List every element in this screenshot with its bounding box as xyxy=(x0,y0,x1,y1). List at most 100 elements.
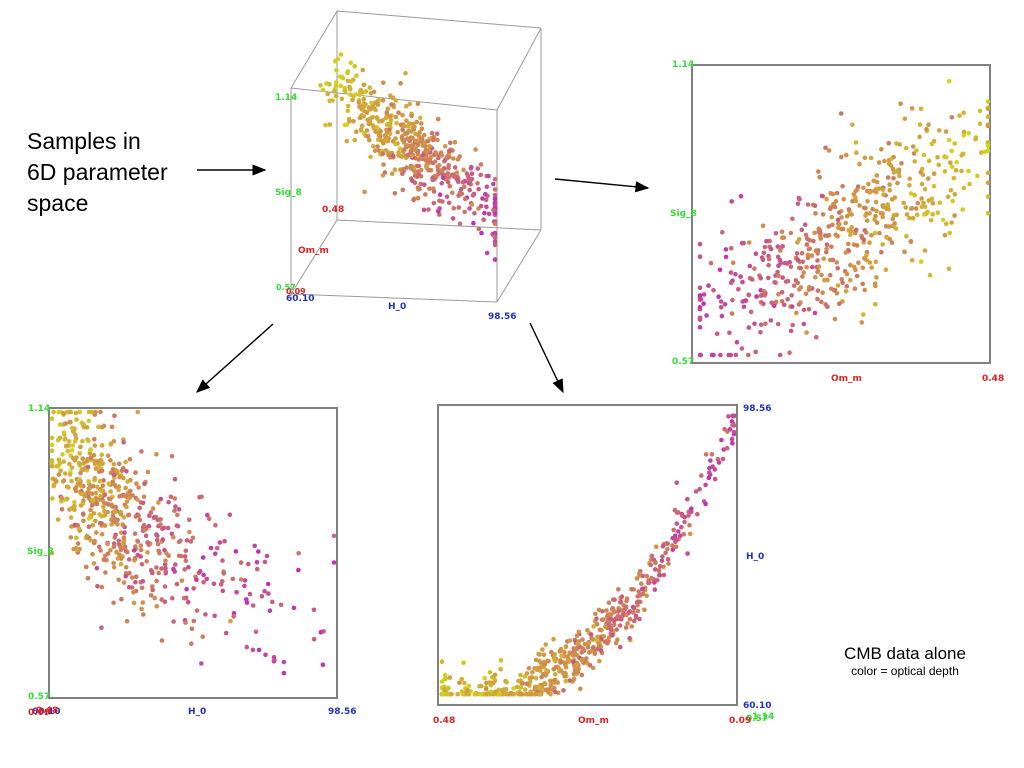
om-sig8-point xyxy=(894,168,899,174)
cube-point xyxy=(421,142,427,147)
h0-sig8-point xyxy=(101,423,107,429)
om-sig8-point xyxy=(886,141,891,146)
h0-sig8-point xyxy=(160,537,166,542)
h0-sig8-point xyxy=(191,586,196,591)
om-h0-point xyxy=(576,629,582,635)
om-sig8-point xyxy=(832,316,838,322)
om-sig8-point xyxy=(918,259,924,264)
h0-sig8-frame xyxy=(48,407,338,699)
h0-sig8-point xyxy=(135,409,141,415)
om-sig8-point xyxy=(811,238,816,244)
h0-sig8-point xyxy=(71,504,77,510)
om-h0-point xyxy=(618,599,624,605)
om-sig8-point xyxy=(806,307,812,312)
cube-point xyxy=(381,80,386,85)
cube-point xyxy=(423,192,428,197)
om-sig8-point xyxy=(929,141,935,147)
om-sig8-point xyxy=(722,301,728,307)
h0-sig8-point xyxy=(190,535,196,541)
cube-point xyxy=(383,115,389,121)
cube-point xyxy=(419,126,425,131)
om-h0-point xyxy=(710,464,715,469)
om-sig8-point xyxy=(789,293,794,298)
cube-point xyxy=(442,144,448,149)
h0-sig8-point xyxy=(105,541,110,547)
cube-sig8-min: 0.57 xyxy=(276,283,296,292)
cube-point xyxy=(437,206,442,211)
h0-sig8-point xyxy=(163,566,168,571)
h0-sig8-point xyxy=(62,471,68,476)
h0-sig8-point xyxy=(171,534,176,540)
om-h0-point xyxy=(585,645,591,650)
h0-sig8-point xyxy=(163,558,168,563)
om-sig8-point xyxy=(734,340,740,345)
h0-sig8-point xyxy=(129,575,135,580)
om-h0-point xyxy=(652,587,658,592)
cube-point xyxy=(363,109,369,115)
om-sig8-point xyxy=(860,281,865,287)
h0-sig8-point xyxy=(103,570,108,575)
om-sig8-point xyxy=(763,321,768,327)
om-sig8-point xyxy=(796,236,802,242)
h0-sig8-point xyxy=(166,553,171,558)
cube-point xyxy=(410,135,415,141)
om-h0-point xyxy=(624,612,629,618)
om-h0-point xyxy=(574,633,580,639)
om-sig8-point xyxy=(701,292,707,297)
om-sig8-point xyxy=(846,228,851,233)
h0-sig8-point xyxy=(90,497,96,503)
om-h0-point xyxy=(674,480,679,486)
om-h0-point xyxy=(724,445,730,451)
om-sig8-point xyxy=(840,280,845,286)
h0-sig8-point xyxy=(99,584,105,590)
om-sig8-point xyxy=(750,277,755,282)
om-sig8-point xyxy=(829,244,834,249)
cube-point xyxy=(387,114,393,119)
om-h0-point xyxy=(640,586,645,592)
om-sig8-point xyxy=(910,215,916,221)
cube-point xyxy=(380,151,386,156)
om-sig8-point xyxy=(775,244,781,249)
cube-point xyxy=(323,122,328,128)
om-sig8-point xyxy=(914,148,919,153)
om-sig8-point xyxy=(867,189,873,195)
cube-point xyxy=(484,204,489,210)
h0-sig8-point xyxy=(111,439,117,444)
cube-point xyxy=(345,78,351,84)
h0-sig8-point xyxy=(281,670,287,676)
om-sig8-point xyxy=(810,264,815,270)
om-h0-point xyxy=(443,676,448,681)
h0-sig8-point xyxy=(227,512,233,518)
om-sig8-point xyxy=(766,256,772,262)
om-sig8-point xyxy=(729,199,734,204)
cube-point xyxy=(433,151,439,156)
h0-sig8-point xyxy=(99,625,104,630)
om-h0-point xyxy=(503,690,508,695)
cube-point xyxy=(484,250,490,256)
om-h0-point xyxy=(731,413,737,419)
om-sig8-point xyxy=(946,137,952,143)
om-sig8-point xyxy=(772,280,777,285)
cube-point xyxy=(410,121,416,127)
om-h0-point xyxy=(657,564,663,569)
om-sig8-point xyxy=(985,123,991,129)
om-sig8-point xyxy=(794,310,799,316)
om-sig8-point xyxy=(754,294,759,299)
h0-sig8-point xyxy=(115,556,121,561)
om-h0-point xyxy=(524,681,530,686)
om-h0-point xyxy=(611,610,617,615)
cube-point xyxy=(421,132,427,138)
cube-point xyxy=(425,139,431,144)
h0-sig8-point xyxy=(253,629,259,635)
om-sig8-point xyxy=(918,106,924,112)
om-h0-point xyxy=(555,680,561,685)
om-h0-point xyxy=(617,623,623,628)
om-sig8-point xyxy=(777,352,783,358)
om-h0-point xyxy=(627,616,633,622)
om-sig8-point xyxy=(843,288,849,294)
cube-point xyxy=(424,164,429,169)
h0-sig8-point xyxy=(78,444,83,450)
om-sig8-point xyxy=(746,240,752,245)
cube-point xyxy=(476,226,482,232)
